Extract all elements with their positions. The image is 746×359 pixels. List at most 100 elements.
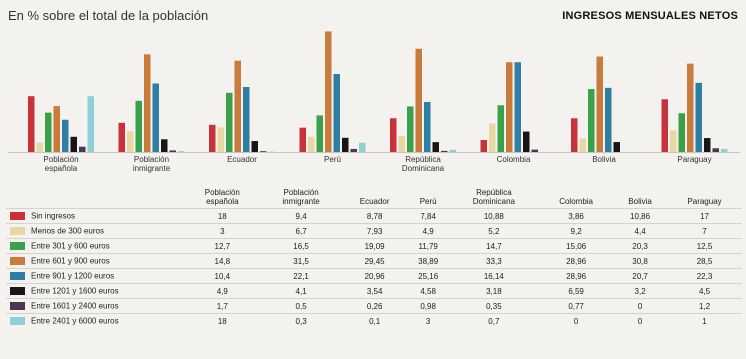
bar xyxy=(579,138,586,152)
legend-swatch xyxy=(10,242,25,251)
row-label-cell: Entre 301 y 600 euros xyxy=(6,238,184,254)
table-row: Entre 2401 y 6000 euros 18 0,3 0,1 3 0,7 0 0 1 xyxy=(6,313,742,328)
table-cell: 16,14 xyxy=(448,268,540,284)
bar xyxy=(390,118,397,152)
column-header: República Dominicana xyxy=(472,188,515,206)
table-cell: 12,5 xyxy=(667,238,742,254)
table-cell: 10,4 xyxy=(184,268,261,284)
bar xyxy=(441,150,448,152)
table-cell: 0,26 xyxy=(341,298,408,314)
table-cell: 0,98 xyxy=(407,298,449,314)
table-cell: 4,58 xyxy=(407,283,449,299)
bar xyxy=(234,60,241,152)
row-label-cell: Menos de 300 euros xyxy=(6,223,184,239)
bar xyxy=(28,96,35,152)
bar xyxy=(127,131,134,152)
table-cell: 0,5 xyxy=(260,298,342,314)
table-cell: 6,7 xyxy=(260,223,342,239)
bar xyxy=(415,48,422,152)
bar xyxy=(152,83,159,152)
table-cell: 3 xyxy=(407,313,449,328)
x-tick-label: Población inmigrante xyxy=(133,155,171,173)
bar xyxy=(661,99,668,152)
table-cell: 10,88 xyxy=(448,208,540,224)
table-row: Entre 1601 y 2400 euros 1,7 0,5 0,26 0,98 0,3… xyxy=(6,298,742,314)
table-cell: 0,7 xyxy=(448,313,540,328)
bar xyxy=(514,62,521,152)
table-cell: 3,2 xyxy=(613,283,668,299)
bar xyxy=(135,100,142,152)
bar xyxy=(678,113,685,152)
table-cell: 14,7 xyxy=(448,238,540,254)
table-cell: 0,77 xyxy=(539,298,614,314)
chart-title: INGRESOS MENSUALES NETOS xyxy=(562,10,738,22)
bar xyxy=(217,127,224,152)
table-cell: 7 xyxy=(667,223,742,239)
x-tick-label: República Dominicana xyxy=(402,155,445,173)
x-tick-label: Paraguay xyxy=(677,155,711,164)
bar xyxy=(161,139,168,152)
bar xyxy=(424,101,431,152)
table-cell: 10,86 xyxy=(613,208,668,224)
table-cell: 31,5 xyxy=(260,253,342,269)
x-tick-label: Perú xyxy=(324,155,341,164)
table-cell: 0,1 xyxy=(341,313,408,328)
row-label-cell: Sin ingresos xyxy=(6,208,184,224)
bar xyxy=(407,106,414,152)
table-cell: 3,86 xyxy=(539,208,614,224)
bar xyxy=(251,141,258,152)
table-cell: 12,7 xyxy=(184,238,261,254)
bar xyxy=(449,149,456,152)
legend-swatch xyxy=(10,317,25,326)
bar xyxy=(670,130,677,152)
table-cell: 33,3 xyxy=(448,253,540,269)
bar xyxy=(87,96,94,152)
row-label-cell: Entre 2401 y 6000 euros xyxy=(6,313,184,328)
bar xyxy=(169,150,176,152)
table-cell: 28,96 xyxy=(539,268,614,284)
table-cell: 28,96 xyxy=(539,253,614,269)
table-cell: 38,89 xyxy=(407,253,449,269)
bar xyxy=(480,140,487,152)
x-tick-label: Bolivia xyxy=(592,155,616,164)
bar xyxy=(45,112,52,152)
bar xyxy=(178,151,185,152)
bar xyxy=(226,92,233,152)
bar xyxy=(36,142,43,152)
bar xyxy=(209,124,216,152)
column-header: Población inmigrante xyxy=(282,188,320,206)
table-header: Población española Población inmigrante Ec… xyxy=(6,188,742,209)
bar xyxy=(506,62,513,152)
column-header: Ecuador xyxy=(359,197,390,206)
bar xyxy=(299,127,306,152)
column-header: Colombia xyxy=(559,197,593,206)
bar-chart: Población española Población inmigrante Ecua… xyxy=(8,31,740,173)
table-cell: 5,2 xyxy=(448,223,540,239)
table-cell: 0,3 xyxy=(260,313,342,328)
table-cell: 0 xyxy=(613,313,668,328)
table-cell: 20,3 xyxy=(613,238,668,254)
row-label: Menos de 300 euros xyxy=(31,226,104,236)
bar xyxy=(333,74,340,152)
table-cell: 7,93 xyxy=(341,223,408,239)
table-cell: 17 xyxy=(667,208,742,224)
row-label: Entre 2401 y 6000 euros xyxy=(31,316,119,326)
bar xyxy=(70,136,77,152)
table-cell: 11,79 xyxy=(407,238,449,254)
header-blank xyxy=(6,188,184,209)
data-table: Población española Población inmigrante Ec… xyxy=(6,188,742,328)
table-cell: 0 xyxy=(613,298,668,314)
table-cell: 6,59 xyxy=(539,283,614,299)
x-tick-label: Población española xyxy=(43,155,78,173)
row-label: Sin ingresos xyxy=(31,211,76,221)
table-cell: 20,7 xyxy=(613,268,668,284)
table-cell: 4,9 xyxy=(407,223,449,239)
table-cell: 22,3 xyxy=(667,268,742,284)
row-label-cell: Entre 1201 y 1600 euros xyxy=(6,283,184,299)
bar xyxy=(432,142,439,152)
table-cell: 3 xyxy=(184,223,261,239)
bar xyxy=(497,105,504,152)
bar xyxy=(53,106,60,152)
column-header: Bolivia xyxy=(628,197,652,206)
bar xyxy=(359,142,366,152)
